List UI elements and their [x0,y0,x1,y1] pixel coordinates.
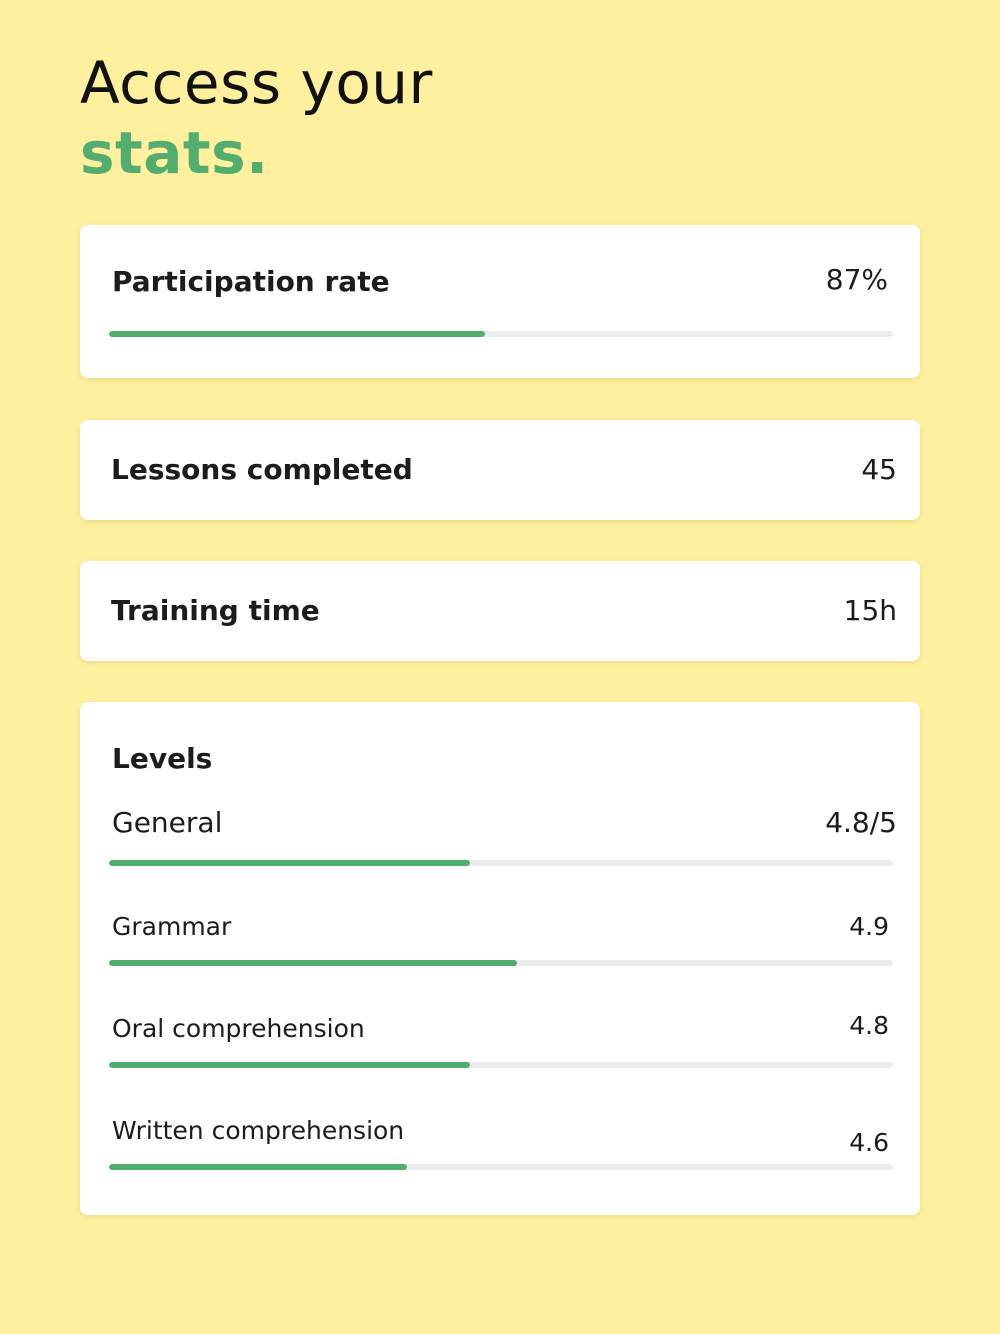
participation-value: 87% [825,263,888,296]
written-comprehension-fill [109,1164,407,1170]
written-comprehension-label: Written comprehension [112,1116,405,1145]
training-label: Training time [111,594,320,627]
lessons-card: Lessons completed 45 [80,420,920,520]
participation-progress-fill [109,331,486,337]
general-level-fill [109,860,470,866]
page-title-line-1: Access your [80,49,433,117]
oral-comprehension-bar [109,1062,893,1068]
levels-title: Levels [112,742,213,775]
participation-label: Participation rate [112,265,390,298]
oral-comprehension-value: 4.8 [849,1011,889,1040]
general-level-value: 4.8/5 [825,806,897,839]
oral-comprehension-fill [109,1062,470,1068]
grammar-level-bar [109,960,893,966]
participation-card: Participation rate 87% [80,225,920,378]
oral-comprehension-label: Oral comprehension [112,1014,365,1043]
general-level-label: General [112,806,223,839]
training-value: 15h [843,594,897,627]
grammar-level-fill [109,960,517,966]
participation-progress-bar [109,331,893,337]
levels-card: Levels General 4.8/5 Grammar 4.9 Oral co… [80,702,920,1215]
general-level-bar [109,860,893,866]
written-comprehension-value: 4.6 [849,1128,889,1157]
grammar-level-value: 4.9 [849,912,889,941]
training-card: Training time 15h [80,561,920,661]
grammar-level-label: Grammar [112,912,232,941]
lessons-label: Lessons completed [111,453,413,486]
page-title-line-2: stats. [80,119,269,187]
page-title: Access your stats. [80,48,433,188]
written-comprehension-bar [109,1164,893,1170]
lessons-value: 45 [861,453,897,486]
